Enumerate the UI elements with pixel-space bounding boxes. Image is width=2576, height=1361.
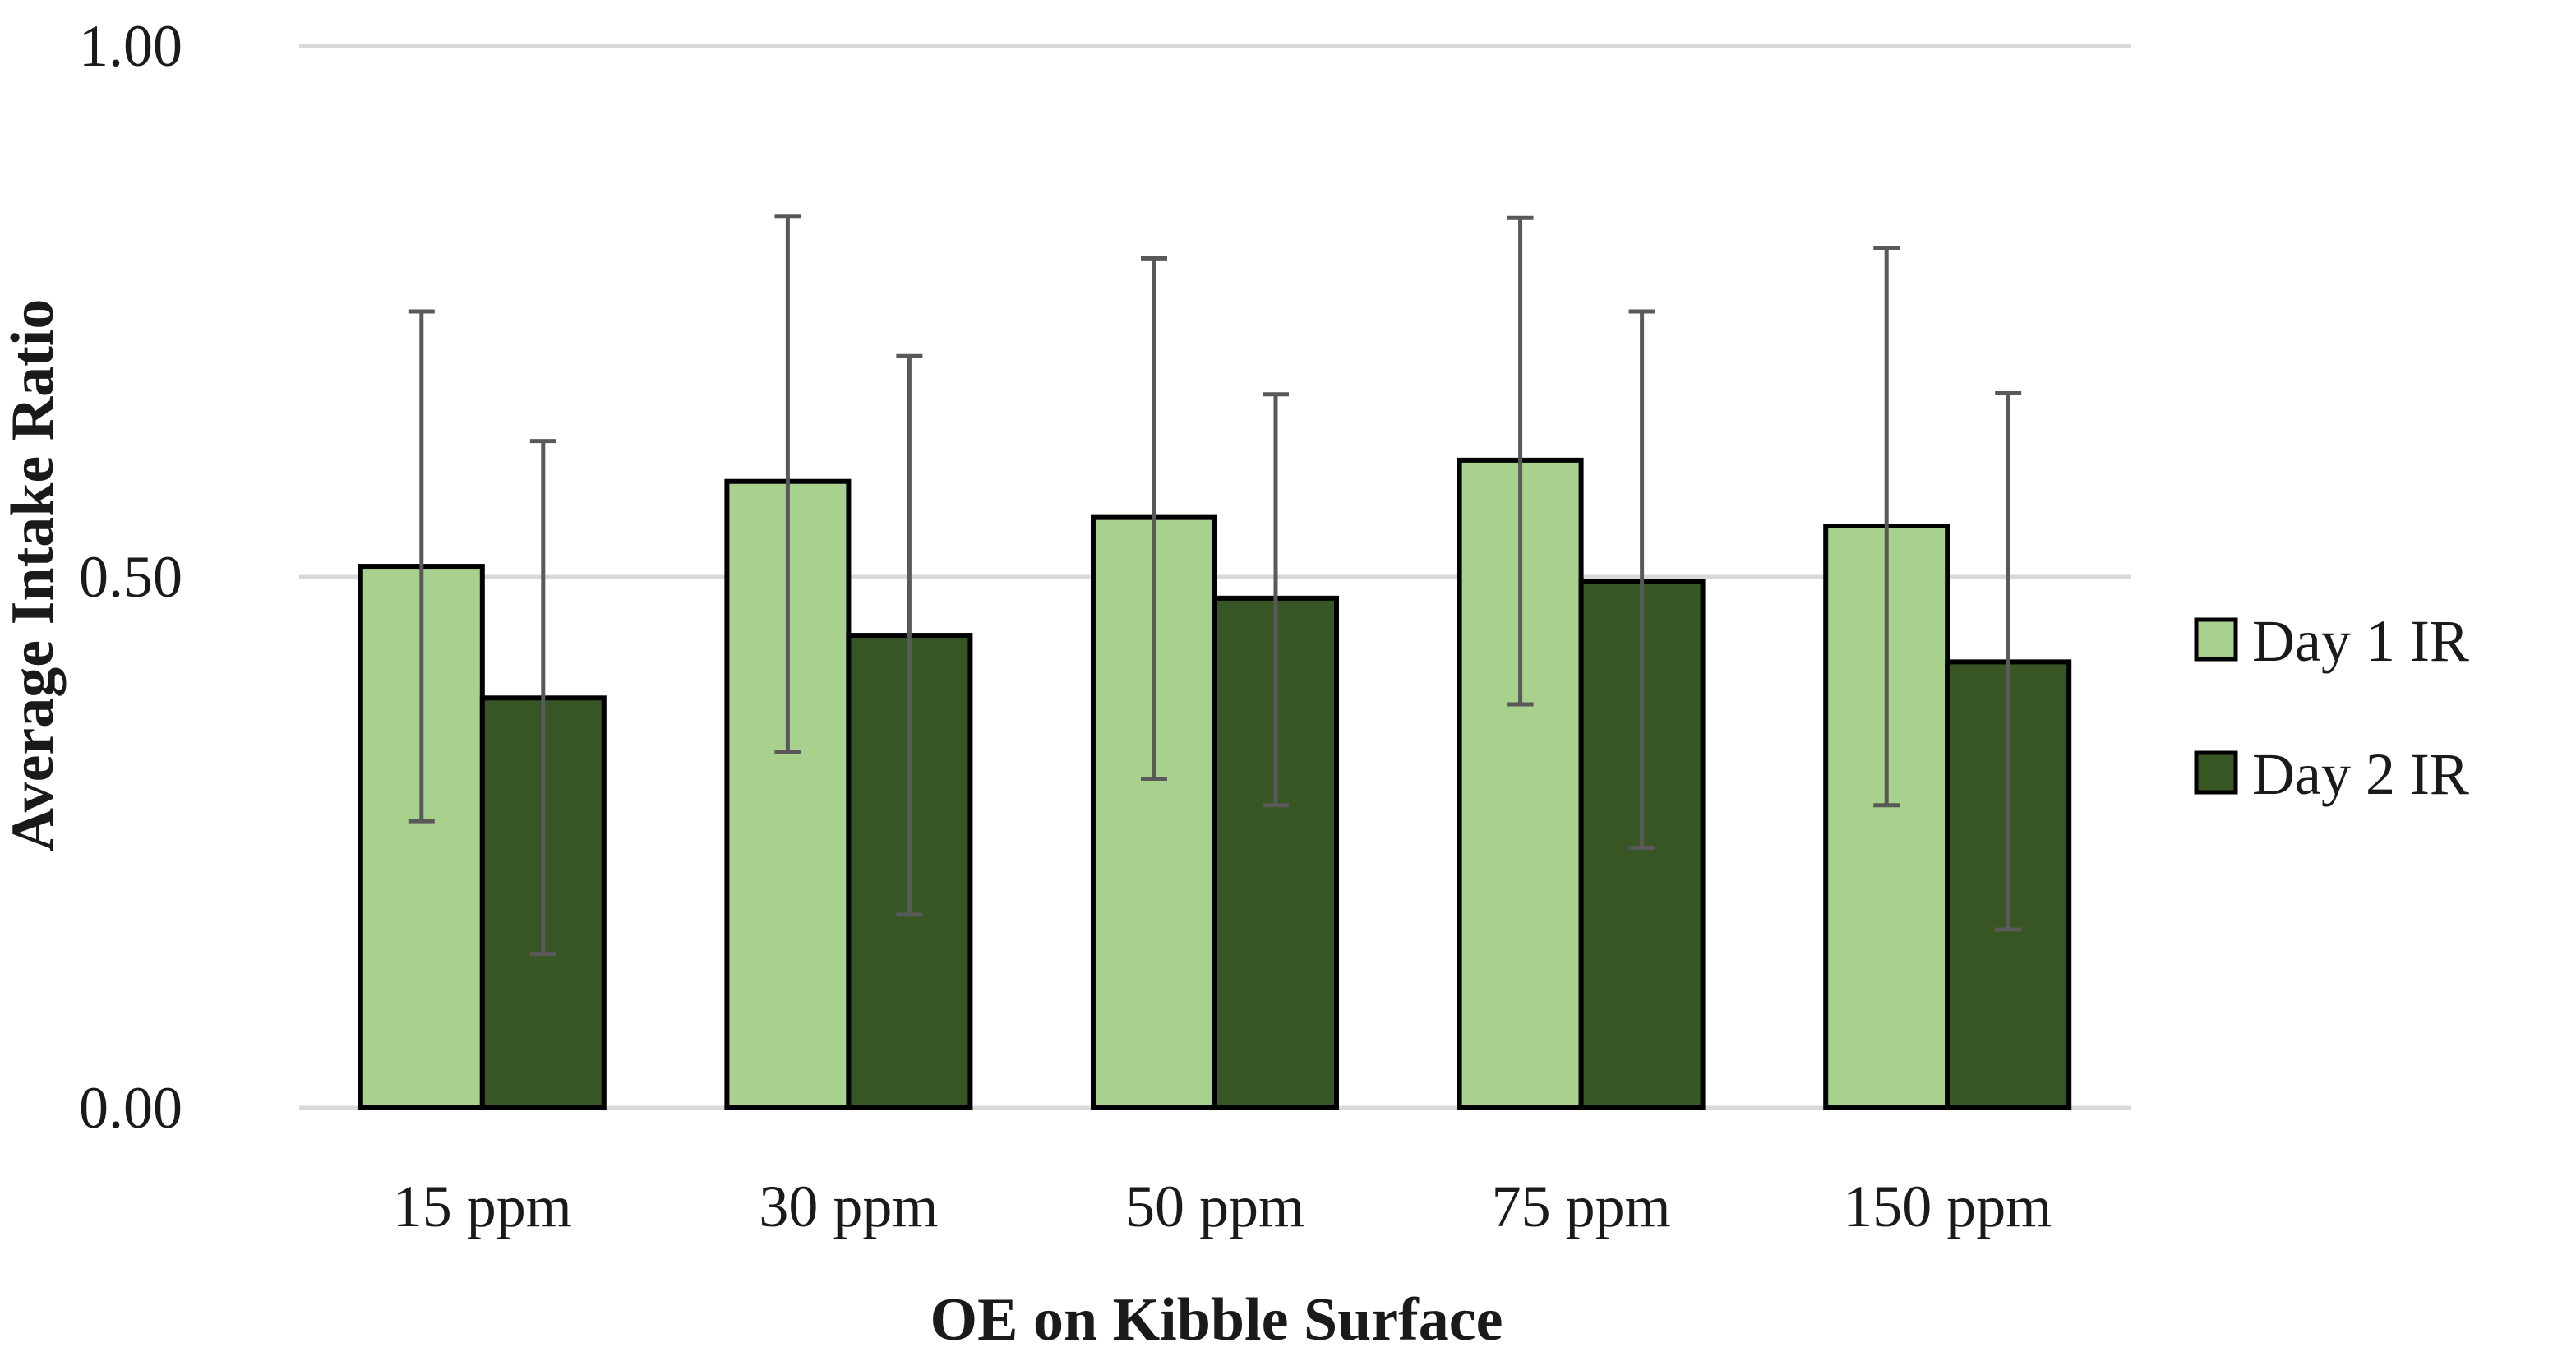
x-axis-ticks: 15 ppm 30 ppm 50 ppm 75 ppm 150 ppm [393, 1174, 2052, 1239]
legend-label-day2: Day 2 IR [2252, 741, 2469, 807]
error-bar [1995, 390, 2022, 932]
y-tick-label: 0.00 [79, 1075, 182, 1141]
error-bar [529, 439, 556, 957]
x-tick-label: 30 ppm [759, 1174, 938, 1239]
bars [358, 457, 2072, 1111]
x-axis-title: OE on Kibble Surface [930, 1286, 1503, 1354]
legend-swatch-day1 [2194, 617, 2238, 662]
legend-swatch-day2 [2194, 750, 2238, 795]
x-tick-label: 15 ppm [393, 1174, 572, 1239]
error-bars [408, 214, 2022, 957]
y-tick-label: 1.00 [79, 13, 182, 79]
x-tick-label: 50 ppm [1125, 1174, 1304, 1239]
legend: Day 1 IR Day 2 IR [2194, 608, 2469, 807]
error-bar [774, 214, 801, 754]
bar-2-2 [1212, 595, 1339, 1110]
error-bar [408, 309, 435, 824]
legend-label-day1: Day 1 IR [2252, 608, 2469, 674]
x-tick-label: 150 ppm [1843, 1174, 2052, 1239]
error-bar [1507, 215, 1534, 707]
y-axis-title: Average Intake Ratio [0, 299, 67, 852]
y-axis-ticks: 0.00 0.50 1.00 [79, 13, 182, 1141]
error-bar [1628, 309, 1655, 850]
error-bar [896, 353, 923, 917]
error-bar [1141, 256, 1167, 781]
y-tick-label: 0.50 [79, 544, 182, 610]
x-tick-label: 75 ppm [1492, 1174, 1671, 1239]
error-bar [1873, 245, 1900, 808]
error-bar [1263, 392, 1289, 808]
